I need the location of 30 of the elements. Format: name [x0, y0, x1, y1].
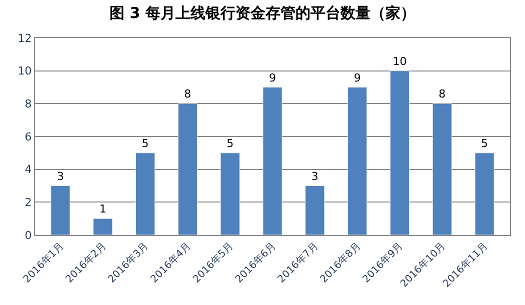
bar — [432, 103, 452, 235]
data-label: 3 — [56, 170, 64, 183]
chart-title: 图 3 每月上线银行资金存管的平台数量（家） — [110, 4, 416, 22]
bar — [262, 87, 282, 235]
y-tick-label: 0 — [24, 228, 32, 242]
bar — [305, 186, 325, 235]
data-label: 5 — [142, 136, 149, 150]
bar — [474, 152, 494, 235]
y-tick-label: 6 — [24, 130, 32, 144]
data-label: 9 — [354, 71, 361, 84]
bar — [220, 152, 240, 235]
bar — [348, 87, 368, 235]
bar — [93, 218, 113, 235]
bar — [50, 186, 70, 235]
data-label: 3 — [311, 170, 318, 183]
bar — [178, 103, 198, 235]
data-label: 8 — [438, 88, 446, 101]
data-label: 5 — [481, 136, 488, 150]
y-tick-label: 8 — [24, 98, 32, 111]
data-label: 8 — [184, 88, 192, 101]
y-tick-label: 10 — [18, 64, 32, 78]
y-tick-label: 4 — [24, 163, 32, 176]
data-label: 10 — [392, 54, 407, 68]
data-label: 1 — [99, 202, 106, 216]
data-label: 5 — [226, 136, 234, 150]
y-tick-label: 2 — [24, 196, 32, 210]
data-label: 9 — [269, 71, 276, 84]
bar — [390, 70, 410, 235]
bar — [135, 152, 156, 235]
y-tick-label: 12 — [18, 32, 32, 45]
